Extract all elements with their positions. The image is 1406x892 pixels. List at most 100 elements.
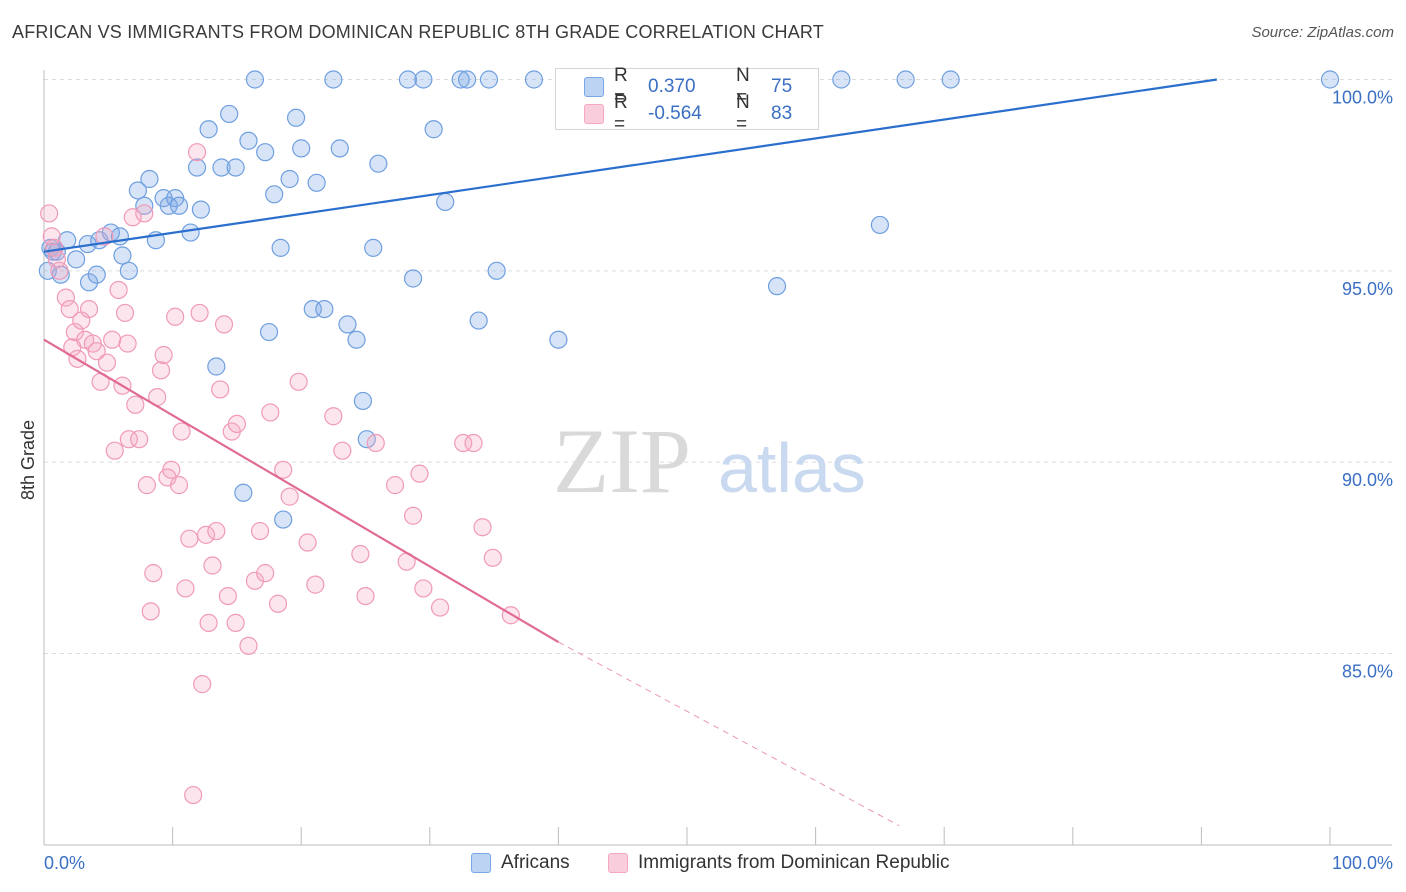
dominican-point: [214, 315, 234, 334]
africans-point: [271, 238, 290, 257]
africans-point: [767, 277, 787, 296]
africans-point: [347, 330, 366, 349]
dominican-point: [256, 564, 275, 583]
dominican-point: [227, 414, 246, 433]
dominican-point: [109, 280, 128, 300]
africans-point: [259, 322, 279, 342]
dominican-point: [226, 613, 245, 632]
africans-point: [286, 108, 306, 127]
dominican-point: [289, 372, 308, 391]
dominican-point: [42, 227, 61, 246]
dominican-point: [187, 143, 207, 162]
dominican-point: [87, 342, 106, 361]
dominican-point: [261, 403, 280, 422]
dominican-point: [172, 422, 191, 441]
dominican-point: [211, 380, 230, 399]
dominican-point: [126, 395, 145, 414]
dominican-point: [50, 261, 69, 280]
africans-point: [234, 483, 253, 502]
dominican-point: [60, 300, 79, 319]
dominican-point: [190, 303, 209, 323]
africans-point: [265, 185, 284, 204]
africans-point: [357, 430, 376, 449]
africans-point: [524, 70, 544, 89]
africans-point: [67, 250, 86, 269]
dominican-point: [196, 525, 216, 544]
dominican-point: [141, 602, 160, 621]
africans-point: [479, 70, 499, 89]
africans-point: [79, 273, 99, 292]
africans-point: [119, 261, 138, 280]
africans-point: [487, 261, 506, 280]
x-tick-label: 0.0%: [44, 853, 85, 873]
africans-point: [191, 200, 210, 219]
y-axis-label: 8th Grade: [18, 420, 38, 500]
r-value: -0.564: [648, 103, 702, 124]
data-points: [38, 70, 1340, 805]
dominican-point: [366, 433, 385, 453]
r-value: 0.370: [648, 76, 696, 97]
dominican-point: [203, 556, 222, 575]
dominican-point: [151, 361, 171, 380]
legend-item-africans[interactable]: Africans: [471, 852, 570, 874]
africans-point: [245, 70, 265, 89]
x-tick-label: 100.0%: [1332, 853, 1393, 873]
watermark-atlas: atlas: [718, 429, 866, 507]
y-tick-label: 100.0%: [1332, 88, 1393, 108]
africans-point: [169, 196, 189, 215]
dominican-point: [65, 322, 84, 342]
africans-point: [414, 70, 433, 89]
dominican-point: [166, 307, 185, 326]
africans-point: [128, 181, 147, 200]
africans-point: [941, 70, 960, 89]
africans-point: [549, 330, 568, 349]
dominican-point: [473, 518, 492, 537]
africans-point: [896, 70, 915, 89]
dominican-point: [169, 476, 189, 495]
trend-lines: [43, 78, 1217, 827]
africans-point: [436, 192, 455, 212]
dominican-point: [385, 476, 405, 495]
africans-point: [87, 265, 106, 284]
legend-label-dominican: Immigrants from Dominican Republic: [638, 852, 950, 873]
legend-item-dominican[interactable]: Immigrants from Dominican Republic: [608, 852, 950, 874]
africans-point: [212, 158, 231, 177]
source-label: Source: ZipAtlas.com: [1251, 24, 1394, 41]
dominican-point: [483, 548, 502, 567]
dominican-point: [154, 345, 173, 365]
africans-point: [451, 70, 470, 89]
africans-point: [135, 196, 154, 215]
dominican-point: [176, 579, 195, 598]
dominican-point: [306, 575, 325, 594]
dominican-point: [403, 506, 423, 525]
africans-point: [307, 173, 326, 192]
dominican-point: [280, 487, 299, 506]
africans-point: [239, 131, 258, 150]
dominican-point: [97, 353, 117, 372]
dominican-point: [464, 433, 483, 453]
africans-swatch: [584, 77, 604, 97]
africans-point: [324, 70, 343, 89]
dominican-point: [430, 598, 450, 617]
dominican-point: [324, 407, 343, 426]
africans-point: [398, 70, 418, 89]
dominican-point: [410, 464, 429, 483]
africans-legend-swatch: [471, 853, 491, 873]
africans-point: [469, 311, 488, 330]
dominican-point: [130, 430, 149, 449]
africans-point: [353, 391, 373, 411]
dominican-point: [184, 785, 203, 805]
r-label: R =: [614, 65, 628, 108]
dominican-point: [118, 334, 137, 353]
watermark-zip: ZIP: [553, 410, 691, 512]
dominican-point: [103, 330, 122, 349]
dominican-swatch: [584, 104, 604, 124]
africans-point: [113, 246, 132, 265]
y-tick-label: 85.0%: [1342, 662, 1393, 682]
dominican-trend-line: [43, 338, 559, 643]
axes: [43, 70, 1392, 846]
dominican-point: [180, 529, 199, 548]
africans-point: [369, 154, 388, 173]
africans-point: [364, 238, 383, 257]
legend-label-africans: Africans: [501, 852, 570, 873]
